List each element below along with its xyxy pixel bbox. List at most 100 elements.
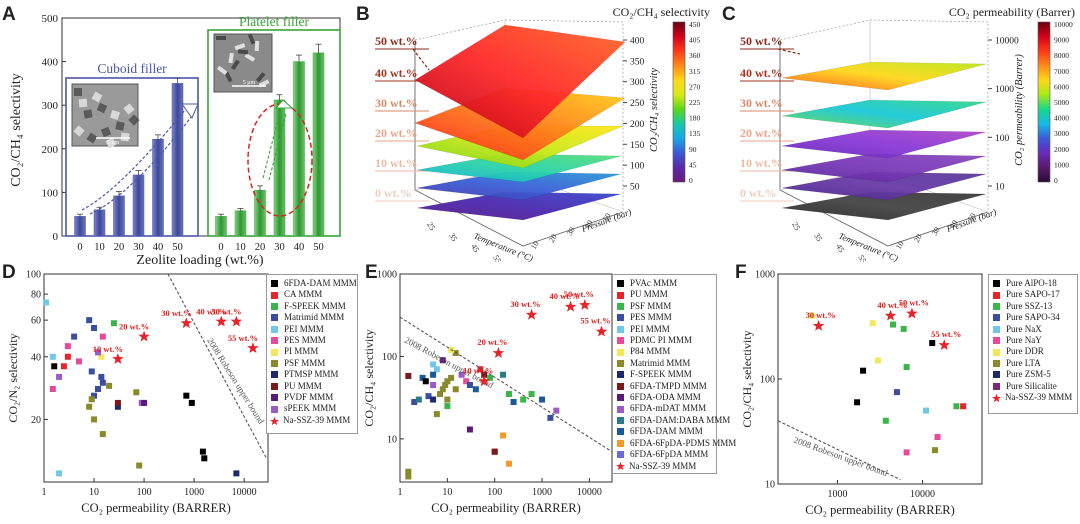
star-label: 55 wt.% bbox=[228, 333, 258, 343]
data-point bbox=[86, 403, 93, 410]
y-tick-label: 10 bbox=[894, 240, 906, 251]
y-tick-label: 1000 bbox=[755, 270, 775, 281]
legend-entry: PSF MMM bbox=[617, 301, 711, 312]
data-point bbox=[505, 391, 512, 398]
square-marker-icon bbox=[271, 382, 278, 390]
square-marker-icon bbox=[617, 405, 624, 413]
data-point bbox=[60, 363, 67, 370]
scale-bar-label: 5 μm bbox=[107, 140, 120, 146]
scale-bar-label: 5 μm bbox=[243, 80, 256, 86]
legend-label: Na-SSZ-39 MMM bbox=[283, 414, 351, 425]
x-tick-label: 45 bbox=[834, 243, 846, 254]
data-point bbox=[64, 353, 71, 360]
colorbar-tick-label: 270 bbox=[689, 82, 701, 91]
x-tick-label: 25 bbox=[425, 221, 437, 232]
x-axis-label: CO₂ permeability (BARRER) bbox=[81, 501, 230, 515]
data-point bbox=[487, 374, 494, 381]
z-tick-label: 300 bbox=[630, 78, 645, 88]
legend-entry: PEI MMM bbox=[271, 324, 352, 335]
data-point bbox=[99, 333, 106, 340]
y-tick-label: 40 bbox=[31, 352, 41, 363]
square-marker-icon bbox=[993, 337, 1000, 345]
y-tick-label: 40 bbox=[948, 219, 960, 230]
crystal bbox=[224, 71, 233, 83]
filler-group-label: Cuboid filler bbox=[97, 61, 167, 76]
data-point bbox=[106, 382, 113, 389]
legend-label: CA MMM bbox=[284, 289, 323, 300]
z-axis-label: CO₂/CH₄ selectivity bbox=[649, 68, 660, 152]
data-point bbox=[477, 366, 484, 373]
square-marker-icon bbox=[993, 291, 1000, 299]
square-marker-icon bbox=[617, 428, 624, 436]
legend-e: PVAc MMM PU MMM PSF MMM PES MMM PEI MMM PDMC … bbox=[612, 274, 736, 474]
x-tick-label: 45 bbox=[469, 243, 481, 254]
x-tick-label: 1 bbox=[42, 487, 47, 498]
colorbar-tick-label: 6000 bbox=[1054, 82, 1069, 91]
box-edge bbox=[779, 19, 989, 212]
panel-label-d: D bbox=[2, 262, 16, 283]
crystal bbox=[234, 43, 246, 51]
trend-arrow bbox=[262, 111, 287, 181]
legend-entry: PDMC PI MMM bbox=[617, 335, 711, 346]
z-tick-label: 50 bbox=[630, 183, 640, 193]
data-point bbox=[415, 396, 422, 403]
x-tick-label: 40 bbox=[294, 242, 305, 253]
legend-label: PU MMM bbox=[630, 289, 668, 300]
data-point bbox=[71, 333, 78, 340]
legend-entry: Na-SSZ-39 MMM bbox=[992, 392, 1072, 403]
colorbar-tick-label: 1000 bbox=[1054, 160, 1069, 169]
surface-layer bbox=[781, 99, 987, 129]
data-point bbox=[539, 396, 546, 403]
star-label: 10 wt.% bbox=[93, 344, 123, 354]
data-point bbox=[442, 382, 449, 389]
x-tick-label: 55 bbox=[856, 254, 868, 263]
data-point bbox=[854, 399, 861, 406]
legend-entry: sPEEK MMM bbox=[271, 403, 352, 414]
star-label: 10 wt.% bbox=[463, 365, 493, 375]
legend-label: Na-SSZ-39 MMM bbox=[629, 460, 697, 471]
square-marker-icon bbox=[993, 348, 1000, 356]
y-tick-label: 40 bbox=[583, 219, 595, 230]
legend-entry: 6FDA-6FpDA MMM bbox=[617, 449, 711, 460]
y-tick-label: 100 bbox=[382, 352, 397, 363]
legend-label: Pure ZSM-5 bbox=[1006, 369, 1051, 380]
data-point bbox=[56, 373, 63, 380]
layer-label: 10 wt.% bbox=[740, 156, 783, 170]
x-tick-label: 10000 bbox=[577, 487, 602, 498]
colorbar-tick-label: 10000 bbox=[1054, 20, 1073, 29]
panel-label-b: B bbox=[356, 4, 370, 25]
data-point bbox=[903, 364, 910, 371]
legend-label: Pure NaX bbox=[1006, 323, 1042, 334]
colorbar-tick-label: 7000 bbox=[1054, 67, 1069, 76]
legend-entry: Pure NaY bbox=[993, 335, 1072, 346]
data-point bbox=[510, 399, 517, 406]
data-point bbox=[75, 358, 82, 365]
legend-entry: Pure SSZ-13 bbox=[993, 301, 1072, 312]
data-point bbox=[188, 399, 195, 406]
x-tick-label: 20 bbox=[114, 242, 125, 253]
z-tick-label: 100 bbox=[995, 134, 1010, 144]
x-tick-label: 10000 bbox=[910, 489, 935, 500]
data-point bbox=[860, 367, 867, 374]
x-tick-label: 10000 bbox=[232, 487, 257, 498]
x-tick-label: 30 bbox=[133, 242, 144, 253]
bar bbox=[93, 209, 106, 237]
colorbar-tick-label: 5000 bbox=[1054, 98, 1069, 107]
layer-label: 0 wt.% bbox=[740, 186, 777, 200]
legend-entry: 6FDA-DAM MMM bbox=[617, 426, 711, 437]
colorbar-tick-label: 3000 bbox=[1054, 129, 1069, 138]
star-label: 30 wt.% bbox=[510, 299, 540, 309]
data-point bbox=[64, 343, 71, 350]
legend-entry: F-SPEEK MMM bbox=[617, 369, 711, 380]
surface-layer bbox=[781, 61, 987, 91]
square-marker-icon bbox=[271, 280, 278, 288]
square-marker-icon bbox=[271, 394, 278, 402]
legend-label: PES MMM bbox=[284, 335, 326, 346]
legend-entry: PU MMM bbox=[271, 381, 352, 392]
na-ssz-39-star bbox=[564, 300, 577, 312]
panel-label-c: C bbox=[722, 4, 736, 25]
colorbar-tick-label: 450 bbox=[689, 20, 701, 29]
x-axis-label: Zeolite loading (wt.%) bbox=[136, 253, 263, 268]
data-point bbox=[98, 373, 105, 380]
data-point bbox=[869, 320, 876, 327]
